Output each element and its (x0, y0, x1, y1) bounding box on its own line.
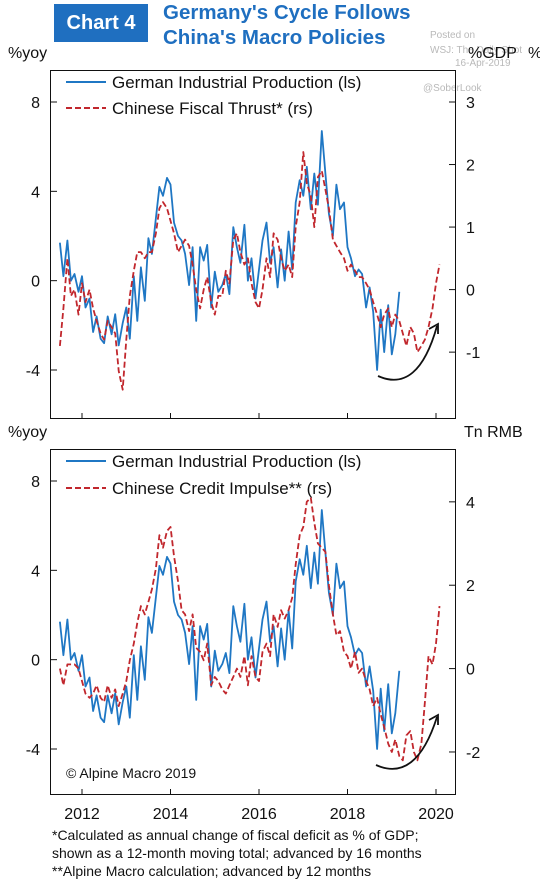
left-axis-tick-label: 8 (31, 474, 40, 491)
right-axis-unit: %GDP (468, 45, 517, 62)
copyright-label: © Alpine Macro 2019 (66, 765, 196, 781)
chinese-policy-line (59, 151, 441, 391)
trend-arrow-curve (375, 716, 438, 770)
x-axis-tick-label: 2014 (153, 806, 189, 823)
watermark-posted-on: Posted on (430, 30, 476, 41)
left-axis-tick-label: 0 (31, 274, 40, 291)
watermark-handle: @SoberLook (423, 83, 482, 94)
left-axis-tick-label: -4 (26, 742, 40, 759)
right-axis-tick-label: 4 (466, 495, 475, 512)
right-axis-tick-label: 3 (466, 95, 475, 112)
right-axis-tick-label: -2 (466, 745, 480, 762)
watermark-date: 16-Apr-2019 (455, 58, 511, 69)
bottom-chart-frame (50, 449, 456, 795)
right-axis-tick-label: 1 (466, 220, 475, 237)
footnote-line-2: shown as a 12-month moving total; advanc… (52, 845, 422, 861)
chart-title-line-1: Germany's Cycle Follows (163, 1, 411, 24)
left-axis-unit: %yoy (8, 45, 47, 62)
right-axis-tick-label: -1 (466, 345, 480, 362)
right-axis-tick-label: 0 (466, 283, 475, 300)
right-axis-tick-label: 2 (466, 158, 475, 175)
legend-label: German Industrial Production (ls) (112, 452, 361, 471)
right-axis-tick-label: 2 (466, 578, 475, 595)
chart-title: Germany's Cycle Follows China's Macro Po… (163, 0, 411, 50)
top-chart-frame (50, 70, 456, 419)
chart-title-line-2: China's Macro Policies (163, 26, 386, 49)
trend-arrow-curve (377, 325, 438, 381)
chinese-policy-line (59, 496, 441, 762)
left-axis-tick-label: 8 (31, 95, 40, 112)
watermark-source: WSJ: The Daily Shot (430, 45, 523, 56)
x-axis-tick-label: 2012 (64, 806, 100, 823)
footnote-line-3: **Alpine Macro calculation; advanced by … (52, 863, 372, 879)
legend-label: German Industrial Production (ls) (112, 73, 361, 92)
x-axis-tick-label: 2020 (418, 806, 454, 823)
chart-number-badge: Chart 4 (54, 4, 148, 42)
right-axis-unit-extra: % (528, 45, 540, 62)
legend-label: Chinese Fiscal Thrust* (rs) (112, 99, 313, 118)
chart-header: Chart 4 Germany's Cycle Follows China's … (0, 0, 540, 94)
left-axis-tick-label: 0 (31, 653, 40, 670)
x-axis-tick-label: 2018 (330, 806, 366, 823)
legend-label: Chinese Credit Impulse** (rs) (112, 479, 332, 498)
left-axis-tick-label: 4 (31, 184, 40, 201)
right-axis-tick-label: 0 (466, 662, 475, 679)
footnote-line-1: *Calculated as annual change of fiscal d… (52, 827, 419, 843)
german-production-line (59, 130, 401, 371)
left-axis-unit: %yoy (8, 424, 47, 441)
german-production-line (59, 509, 401, 750)
x-axis-tick-label: 2016 (241, 806, 277, 823)
trend-arrow-head (428, 322, 439, 334)
trend-arrow-head (428, 713, 439, 725)
left-axis-tick-label: -4 (26, 363, 40, 380)
right-axis-unit: Tn RMB (464, 424, 523, 441)
left-axis-tick-label: 4 (31, 563, 40, 580)
